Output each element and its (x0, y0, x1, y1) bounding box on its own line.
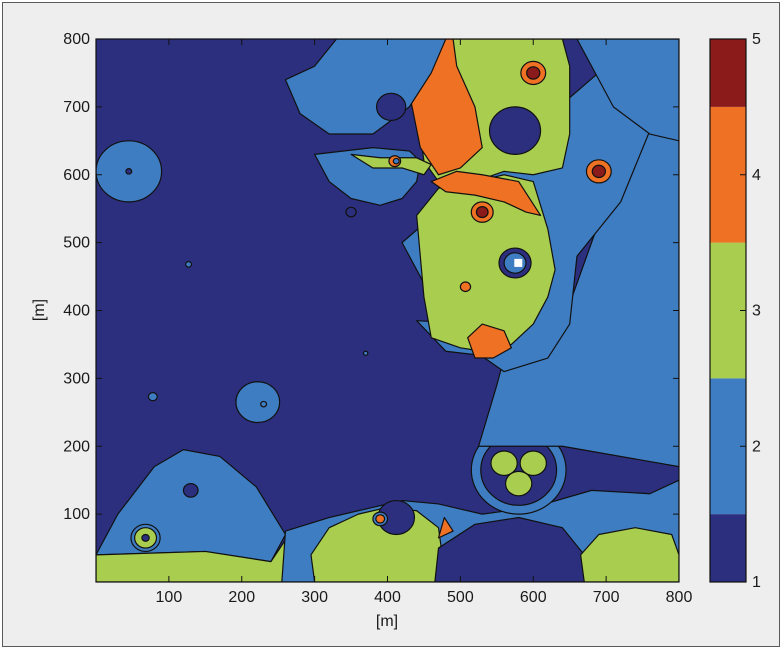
level-region-2 (362, 350, 369, 356)
level-region-2 (185, 261, 193, 268)
x-axis-label: [m] (376, 613, 398, 630)
level-region-2 (576, 39, 679, 142)
colorbar: 1 2 3 4 5 (709, 31, 761, 591)
level-region-5 (526, 66, 541, 80)
level-region-5 (591, 164, 606, 179)
y-tick-label: 700 (63, 99, 90, 116)
colorbar-tick-label: 3 (752, 303, 761, 320)
level-region-2 (235, 381, 281, 424)
x-tick-label: 800 (666, 589, 693, 606)
colorbar-tick-label: 5 (752, 31, 761, 48)
x-tick-label: 600 (520, 589, 547, 606)
level-region-4 (459, 281, 472, 293)
y-tick-label: 300 (63, 370, 90, 387)
level-region-2 (284, 39, 447, 135)
y-tick-label: 500 (63, 235, 90, 252)
x-tick-label: 100 (156, 589, 183, 606)
level-region-3 (490, 450, 518, 477)
x-tick-label: 200 (228, 589, 255, 606)
colorbar-band-5 (710, 39, 746, 107)
colorbar-tick-label: 1 (752, 574, 761, 591)
level-region-3 (580, 527, 679, 582)
level-region-4 (467, 323, 512, 359)
level-region-2 (147, 392, 158, 402)
source-marker (514, 258, 523, 267)
y-tick-label: 200 (63, 438, 90, 455)
x-tick-label: 400 (374, 589, 401, 606)
y-tick-label: 400 (63, 303, 90, 320)
level-region-1 (125, 168, 133, 175)
y-tick-label: 600 (63, 167, 90, 184)
level-region-2 (260, 400, 268, 408)
y-tick-label: 800 (63, 31, 90, 48)
level-region-3 (519, 450, 547, 477)
x-tick-label: 300 (301, 589, 328, 606)
plot-area (96, 39, 679, 582)
level-region-4 (375, 514, 386, 524)
level-region-1 (345, 206, 357, 218)
level-region-1 (141, 533, 150, 542)
y-tick-label: 100 (63, 506, 90, 523)
colorbar-band-1 (710, 514, 746, 582)
level-region-3 (504, 470, 533, 497)
level-region-4 (430, 170, 542, 217)
axes: 100 200 300 400 500 600 700 800 100 200 300 400 500 6… (63, 31, 692, 606)
level-region-1 (488, 106, 542, 155)
level-region-4 (437, 516, 454, 539)
y-axis-label: [m] (31, 299, 48, 321)
colorbar-tick-label: 2 (752, 438, 761, 455)
level-region-5 (475, 206, 489, 219)
level-region-2 (392, 157, 400, 165)
colorbar-tick-label: 4 (752, 167, 761, 184)
level-regions (96, 39, 679, 582)
level-region-1 (375, 92, 407, 122)
x-tick-label: 500 (447, 589, 474, 606)
level-region-1 (182, 482, 199, 498)
x-tick-label: 700 (593, 589, 620, 606)
